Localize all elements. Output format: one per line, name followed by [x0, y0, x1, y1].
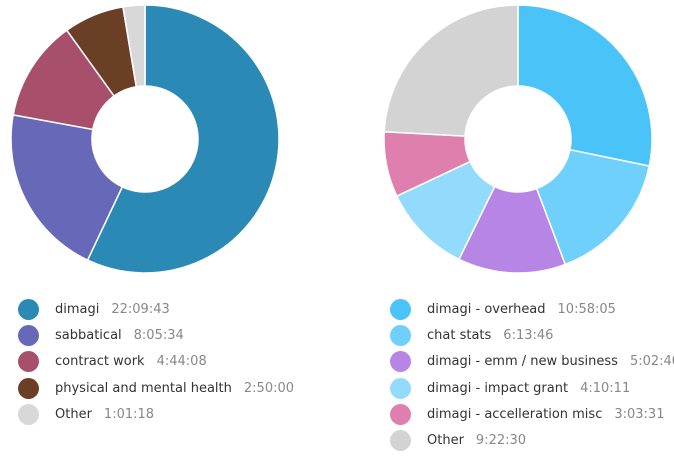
legend-swatch: [390, 430, 411, 452]
legend-duration: 4:44:08: [156, 354, 207, 370]
legend-swatch: [390, 377, 411, 399]
legend-label: dimagi: [55, 301, 100, 317]
legend-swatch: [18, 403, 39, 425]
slice-other[interactable]: [122, 4, 146, 88]
legend-label: contract work: [55, 354, 145, 370]
legend-label: dimagi - accelleration misc: [427, 406, 603, 422]
slice-dimagi[interactable]: [86, 4, 280, 274]
legend-duration: 10:58:05: [557, 301, 616, 317]
legend-item-dimagi-accelleration-misc[interactable]: dimagi - accelleration misc 3:03:31: [390, 401, 674, 427]
legend-left: dimagi 22:09:43 sabbatical 8:05:34 contract …: [18, 296, 294, 427]
legend-item-dimagi-overhead[interactable]: dimagi - overhead 10:58:05: [390, 296, 674, 322]
legend-item-other[interactable]: Other 9:22:30: [390, 427, 674, 453]
legend-label: sabbatical: [55, 327, 122, 343]
legend-item-dimagi-emm-new-business[interactable]: dimagi - emm / new business 5:02:40: [390, 349, 674, 375]
legend-label: physical and mental health: [55, 380, 232, 396]
legend-label: dimagi - impact grant: [427, 380, 569, 396]
legend-swatch: [18, 351, 39, 373]
legend-duration: 3:03:31: [614, 406, 665, 422]
legend-swatch: [390, 351, 411, 373]
legend-item-dimagi-impact-grant[interactable]: dimagi - impact grant 4:10:11: [390, 375, 674, 401]
legend-duration: 9:22:30: [475, 433, 527, 449]
legend-duration: 2:50:00: [243, 380, 295, 396]
legend-swatch: [390, 298, 411, 320]
legend-item-other[interactable]: Other 1:01:18: [18, 401, 294, 427]
legend-duration: 5:02:40: [629, 354, 674, 370]
legend-label: Other: [55, 406, 92, 422]
legend-duration: 4:10:11: [580, 380, 631, 396]
legend-item-dimagi[interactable]: dimagi 22:09:43: [18, 296, 294, 322]
slice-sabbatical[interactable]: [10, 113, 124, 262]
legend-swatch: [18, 324, 39, 346]
legend-label: chat stats: [427, 327, 492, 343]
legend-duration: 8:05:34: [133, 327, 184, 343]
donut-chart-right: [383, 4, 653, 274]
legend-duration: 6:13:46: [503, 327, 554, 343]
slice-chat-stats[interactable]: [535, 148, 651, 266]
slice-other[interactable]: [383, 4, 519, 137]
legend-item-physical-and-mental-health[interactable]: physical and mental health 2:50:00: [18, 375, 294, 401]
legend-item-contract-work[interactable]: contract work 4:44:08: [18, 349, 294, 375]
legend-item-chat-stats[interactable]: chat stats 6:13:46: [390, 322, 674, 348]
legend-label: dimagi - overhead: [427, 301, 546, 317]
legend-right: dimagi - overhead 10:58:05 chat stats 6:13:…: [390, 296, 674, 454]
legend-swatch: [390, 403, 411, 425]
legend-duration: 1:01:18: [103, 406, 155, 422]
legend-swatch: [18, 298, 39, 320]
legend-duration: 22:09:43: [111, 301, 170, 317]
slice-dimagi-overhead[interactable]: [517, 4, 653, 167]
legend-label: dimagi - emm / new business: [427, 354, 618, 370]
legend-label: Other: [427, 433, 464, 449]
legend-swatch: [390, 324, 411, 346]
legend-swatch: [18, 377, 39, 399]
donut-chart-left: [10, 4, 280, 274]
legend-item-sabbatical[interactable]: sabbatical 8:05:34: [18, 322, 294, 348]
